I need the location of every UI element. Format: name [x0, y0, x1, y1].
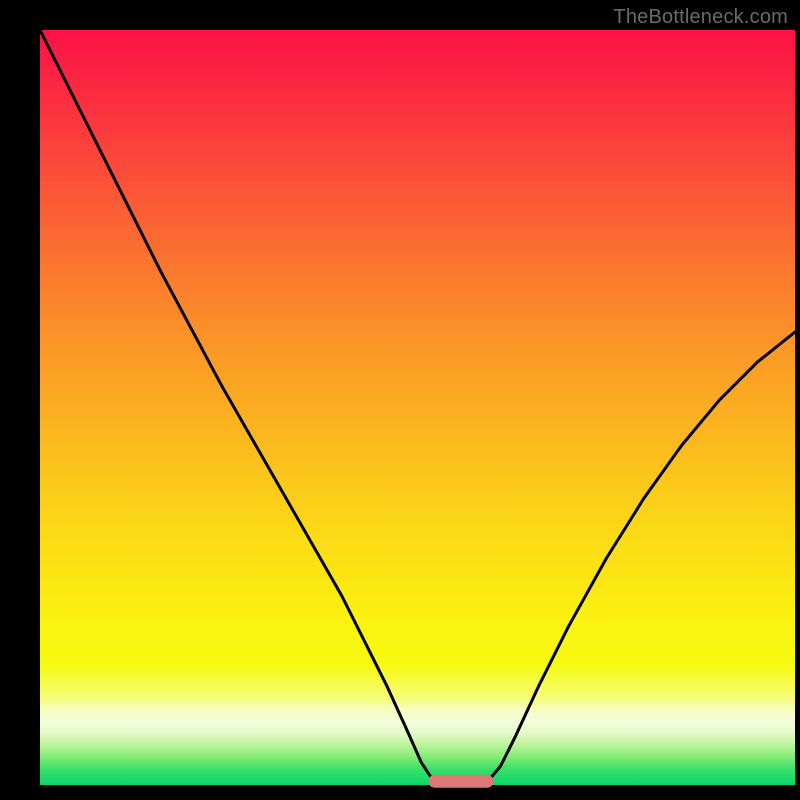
plot-area-gradient [40, 30, 795, 785]
optimal-range-marker [429, 775, 493, 787]
bottleneck-chart [0, 0, 800, 800]
watermark-text: TheBottleneck.com [613, 6, 788, 29]
